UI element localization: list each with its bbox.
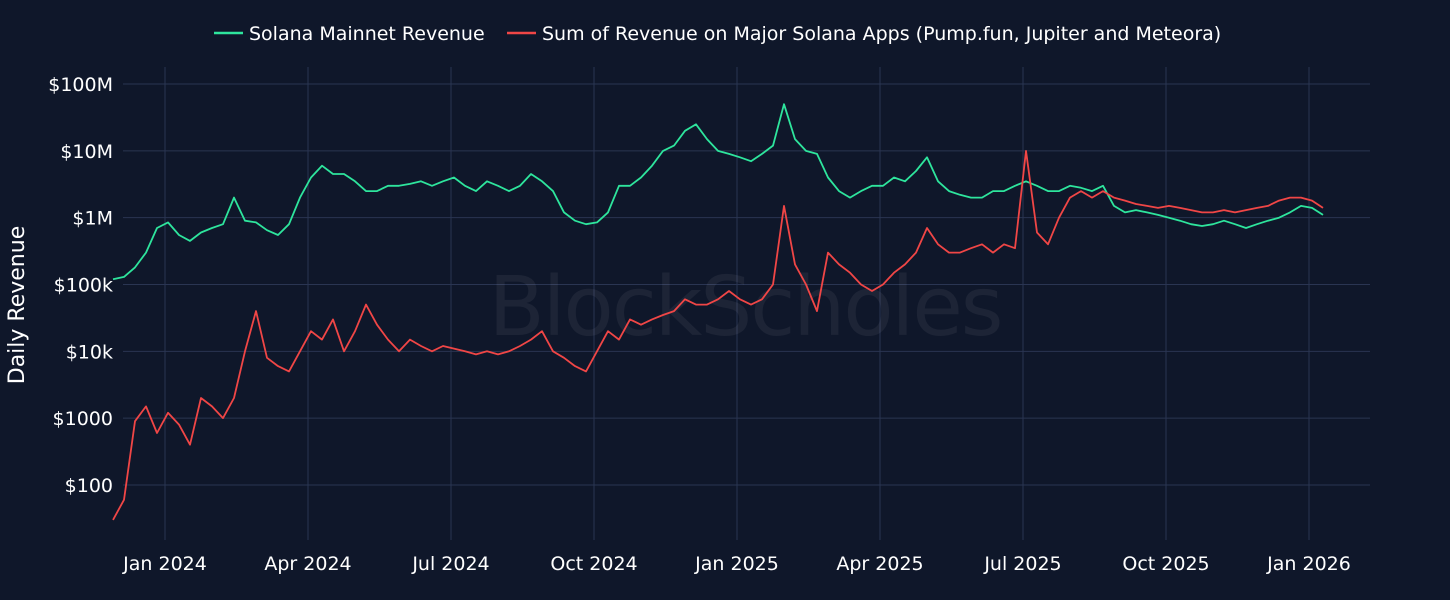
y-tick-label: $1000 [53, 408, 113, 430]
x-tick-label: Jan 2026 [1266, 553, 1351, 575]
x-tick-label: Oct 2024 [550, 553, 637, 575]
y-axis-title: Daily Revenue [5, 226, 30, 384]
y-tick-label: $100 [65, 475, 113, 497]
y-tick-label: $100M [48, 74, 113, 96]
y-axis: $100 $1000 $10k $100k $1M $10M $100M [48, 74, 113, 497]
legend-label-solana-apps: Sum of Revenue on Major Solana Apps (Pum… [542, 23, 1221, 45]
y-tick-label: $100k [54, 275, 113, 297]
series-line-solana-apps [112, 149, 1324, 521]
x-tick-label: Apr 2025 [836, 553, 923, 575]
x-tick-label: Jan 2024 [122, 553, 207, 575]
legend-label-solana-mainnet: Solana Mainnet Revenue [249, 23, 485, 45]
watermark: BlockScholes [488, 260, 1001, 355]
y-tick-label: $1M [72, 208, 113, 230]
series-layer [112, 103, 1324, 521]
grid [123, 67, 1370, 540]
x-axis: Jan 2024 Apr 2024 Jul 2024 Oct 2024 Jan 2025… [122, 553, 1351, 575]
y-tick-label: $10k [66, 341, 113, 363]
y-tick-label: $10M [60, 141, 113, 163]
series-line-solana-mainnet [112, 103, 1324, 281]
x-tick-label: Oct 2025 [1122, 553, 1209, 575]
x-tick-label: Jul 2024 [411, 553, 489, 575]
x-tick-label: Jan 2025 [694, 553, 779, 575]
x-tick-label: Jul 2025 [983, 553, 1061, 575]
x-tick-label: Apr 2024 [264, 553, 351, 575]
legend: Solana Mainnet Revenue Sum of Revenue on… [214, 23, 1221, 45]
